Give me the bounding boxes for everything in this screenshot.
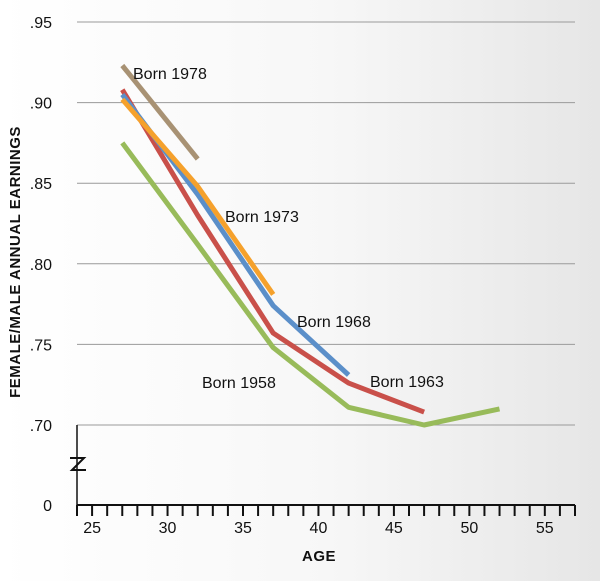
y-tick-labels: .95 .90 .85 .80 .75 .70 [30, 15, 52, 435]
series-line-born-1978 [120, 63, 200, 161]
x-tick-label: 35 [234, 520, 252, 537]
y-tick-label: .95 [30, 15, 52, 32]
axes [69, 425, 575, 506]
series-label: Born 1978 [133, 66, 207, 83]
x-tick-labels: 25 30 35 40 45 50 55 [76, 505, 576, 537]
x-tick-label: 50 [460, 520, 478, 537]
x-tick-label: 40 [310, 520, 328, 537]
series-label: Born 1968 [297, 314, 371, 331]
series-line-born-1958 [120, 141, 501, 428]
y-zero-label: 0 [43, 498, 52, 515]
series-label: Born 1963 [370, 374, 444, 391]
x-axis-title: AGE [302, 548, 336, 565]
x-tick-label: 25 [83, 520, 101, 537]
y-axis-title: FEMALE/MALE ANNUAL EARNINGS [7, 126, 24, 398]
series-label: Born 1973 [225, 209, 299, 226]
series-line-born-1963 [120, 88, 425, 415]
x-tick-label: 30 [159, 520, 177, 537]
series-line-born-1973 [120, 97, 276, 296]
y-tick-label: .80 [30, 257, 52, 274]
y-tick-label: .85 [30, 176, 52, 193]
series-labels: Born 1978 Born 1973 Born 1968 Born 1963 Born… [133, 66, 444, 392]
gridlines [77, 21, 575, 426]
y-tick-label: .75 [30, 337, 52, 354]
axis-break-icon [69, 457, 87, 471]
y-tick-label: .90 [30, 96, 52, 113]
x-tick-label: 55 [536, 520, 554, 537]
series-lines [120, 63, 501, 428]
y-tick-label: .70 [30, 418, 52, 435]
series-label: Born 1958 [202, 375, 276, 392]
x-tick-label: 45 [385, 520, 403, 537]
